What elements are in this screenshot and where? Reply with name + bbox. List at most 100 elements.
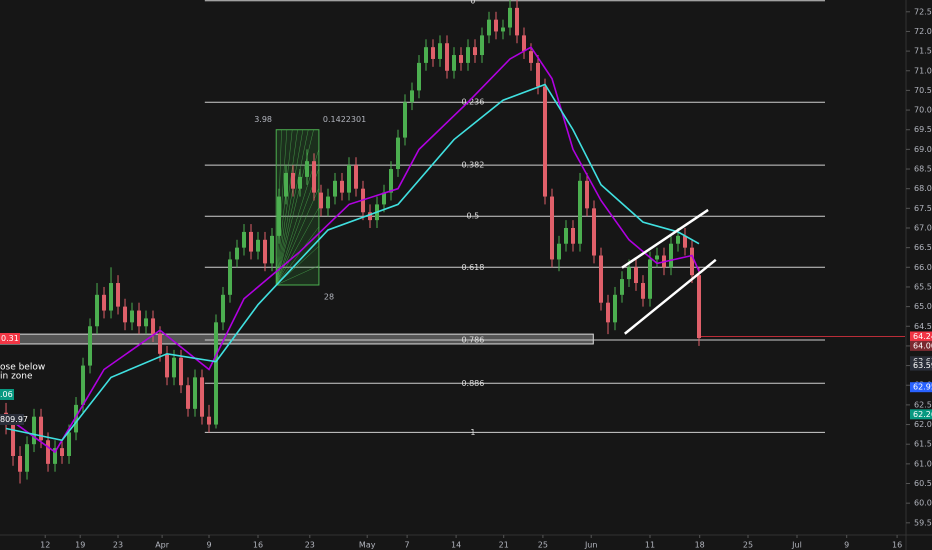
left-badge [0, 414, 24, 425]
gann-fan [275, 129, 293, 286]
x-tick-label: 9 [844, 541, 849, 550]
candle-body [270, 235, 275, 264]
candle-body [522, 35, 527, 52]
price-badge [910, 331, 932, 342]
x-tick-label: 25 [538, 541, 548, 550]
candle-body [396, 137, 401, 170]
candle-body [333, 180, 338, 197]
candle-body [466, 47, 471, 63]
candle-body [326, 196, 331, 209]
y-tick-label: 64.50 [914, 322, 932, 331]
left-label: 0.31 [1, 334, 19, 343]
candle-body [403, 102, 408, 138]
candle-body [557, 243, 562, 260]
x-tick-label: 23 [113, 541, 123, 550]
y-tick-label: 72.50 [914, 7, 932, 16]
candle-body [144, 318, 149, 327]
candle-body [46, 440, 51, 464]
candle-body [256, 239, 261, 252]
price-badge-label: 64.24 [913, 332, 932, 341]
candle-body [151, 318, 156, 335]
candle-body [654, 255, 659, 260]
candle-body [109, 283, 114, 311]
candle-body [626, 267, 631, 280]
candle-body [452, 55, 457, 71]
x-tick-label: Jun [584, 541, 598, 550]
candle-body [410, 90, 415, 103]
candle-body [417, 62, 422, 91]
y-tick-label: 69.50 [914, 125, 932, 134]
y-tick-label: 71.50 [914, 47, 932, 56]
fib-label: 0.236 [461, 98, 484, 107]
x-tick-label: Apr [155, 541, 170, 550]
candle-body [515, 7, 520, 36]
x-tick-label: 9 [206, 541, 211, 550]
candle-body [39, 416, 44, 441]
candle-body [88, 326, 93, 366]
gann-box [275, 129, 320, 286]
x-tick-label: 16 [253, 541, 263, 550]
gann-fan [276, 226, 320, 286]
candle-body [340, 180, 345, 193]
channel-line [621, 208, 709, 269]
candle-body [186, 385, 191, 409]
candle-body [619, 279, 624, 295]
candle-body [494, 19, 499, 32]
x-tick-label: 14 [451, 541, 461, 550]
y-tick-label: 65.50 [914, 282, 932, 291]
price-badge [910, 360, 932, 371]
candle-body [550, 196, 555, 260]
candle-body [668, 243, 673, 268]
gann-fan [275, 207, 320, 286]
candle-body [354, 165, 359, 189]
left-badge [0, 389, 14, 400]
fib-label: 0.5 [467, 212, 480, 221]
fib-label: 0.382 [461, 161, 484, 170]
gann-fan [275, 129, 298, 286]
x-tick-label: 25 [743, 541, 753, 550]
y-tick-label: 71.00 [914, 66, 932, 75]
candle-body [424, 47, 429, 63]
candle-body [53, 448, 58, 464]
y-tick-label: 66.00 [914, 263, 932, 272]
y-tick-label: 65.00 [914, 302, 932, 311]
price-badge [910, 409, 932, 420]
candle-body [487, 19, 492, 36]
candle-body [214, 322, 219, 425]
candle-body [689, 247, 694, 276]
x-tick-label: Jul [791, 541, 802, 550]
candle-body [612, 294, 617, 323]
candle-body [682, 235, 687, 248]
candle-body [249, 231, 254, 252]
candle-body [291, 172, 296, 189]
y-tick-label: 61.00 [914, 459, 932, 468]
fib-label: 0 [470, 0, 475, 5]
candle-body [123, 306, 128, 323]
candle-body [592, 208, 597, 256]
candle-body [305, 161, 310, 177]
candle-body [60, 448, 65, 456]
y-tick-label: 66.50 [914, 243, 932, 252]
left-badge [0, 333, 20, 344]
candle-body [605, 302, 610, 323]
candle-body [480, 35, 485, 56]
candle-body [11, 424, 16, 456]
candle-body [179, 357, 184, 386]
x-tick-label: May [359, 541, 376, 550]
candle-body [347, 165, 352, 193]
x-tick-label: 23 [305, 541, 315, 550]
fib-label: 0.886 [461, 379, 484, 388]
fib-label: 1 [470, 428, 475, 437]
left-label: 809.97 [0, 415, 28, 424]
candle-body [74, 404, 79, 433]
candle-body [501, 27, 506, 32]
price-badge-label: 64.00 [913, 341, 932, 350]
x-tick-label: 21 [499, 541, 509, 550]
candle-body [67, 432, 72, 456]
gann-fan [275, 187, 320, 286]
x-tick-label: 16 [892, 541, 902, 550]
candle-body [284, 172, 289, 197]
candle-body [599, 255, 604, 303]
candle-body [585, 180, 590, 209]
